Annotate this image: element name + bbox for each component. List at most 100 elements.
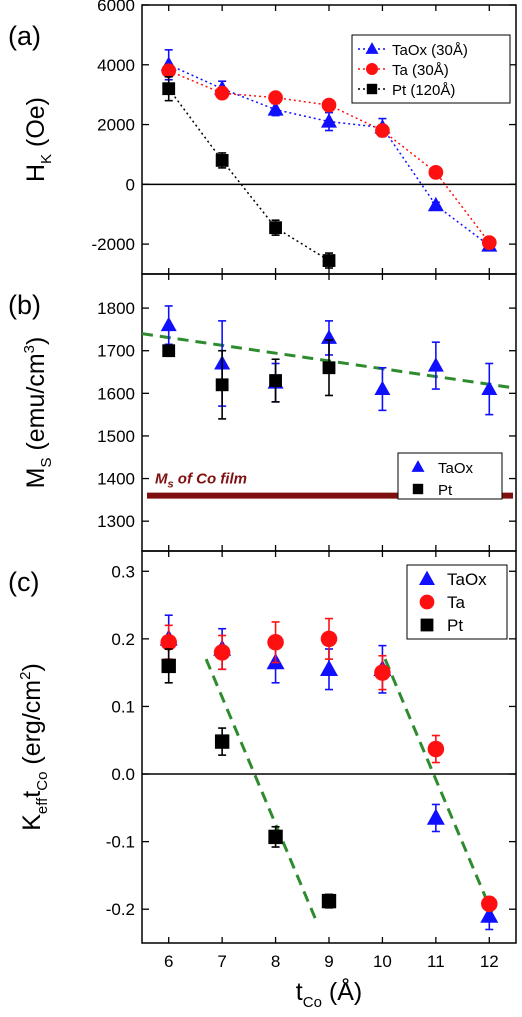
- data-point: [481, 235, 497, 250]
- data-point: [374, 664, 391, 681]
- legend-label: TaOx (30Å): [392, 42, 468, 59]
- y-tick-label: 0.3: [111, 562, 135, 581]
- data-point: [427, 357, 444, 372]
- data-point: [161, 63, 177, 79]
- y-tick-label: 1700: [97, 342, 135, 361]
- legend-label: Pt: [447, 616, 463, 635]
- plot-frame: [141, 273, 517, 552]
- data-point: [481, 895, 498, 913]
- x-tick-label: 8: [271, 952, 280, 971]
- fit-line: [383, 658, 494, 914]
- y-tick-label: 0: [126, 175, 135, 194]
- y-tick-label: 1300: [97, 512, 135, 531]
- data-point: [428, 165, 444, 180]
- x-tick-label: 9: [324, 952, 333, 971]
- data-point: [426, 808, 445, 825]
- data-point: [267, 101, 284, 116]
- series-pt: [161, 648, 337, 909]
- series-taox: [159, 614, 499, 931]
- series-ta: [161, 63, 497, 250]
- y-axis-label: MS (emu/cm3): [21, 337, 55, 489]
- data-point: [160, 316, 177, 332]
- panel-3: -0.2 -0.1 0.0 0.1 0.2 0.3 TaOx Ta Pt (c) KefftCo (…: [8, 550, 517, 1011]
- data-point: [214, 85, 230, 101]
- data-point: [268, 829, 283, 845]
- data-point: [160, 633, 177, 651]
- x-axis-label: tCo (Å): [296, 976, 362, 1011]
- y-tick-label: 0.2: [111, 630, 135, 649]
- series-ta: [160, 617, 498, 913]
- y-tick-label: -2000: [92, 235, 135, 254]
- panel-2: 1300 1400 1500 1600 1700 1800 Ms of Co film TaO…: [8, 273, 517, 552]
- x-tick-label: 12: [480, 952, 499, 971]
- data-point: [215, 378, 229, 392]
- legend-marker: [365, 42, 379, 54]
- data-point: [321, 113, 337, 128]
- data-point: [480, 906, 499, 923]
- y-axis-label: HK (Oe): [22, 97, 55, 182]
- x-tick-label: 10: [373, 952, 392, 971]
- legend-marker: [411, 460, 425, 472]
- y-axis-label: KefftCo (erg/cm2): [17, 663, 51, 831]
- y-tick-label: 1500: [97, 427, 135, 446]
- data-point: [213, 644, 231, 661]
- x-tick-label: 11: [427, 952, 445, 971]
- data-point: [427, 740, 445, 758]
- y-tick-label: 6000: [97, 0, 135, 15]
- legend-marker: [412, 483, 424, 495]
- x-tick-label: 6: [164, 952, 173, 971]
- data-point: [215, 154, 229, 167]
- data-point: [269, 221, 282, 235]
- legend-marker: [419, 594, 435, 610]
- data-point: [320, 659, 338, 677]
- legend-label: Pt (120Å): [392, 82, 455, 99]
- legend: TaOx Pt: [397, 452, 503, 500]
- legend-marker: [366, 83, 378, 95]
- legend-label: Ta: [447, 593, 466, 612]
- legend-label: TaOx: [438, 460, 474, 477]
- data-point: [161, 658, 176, 674]
- y-tick-label: 1800: [97, 299, 135, 318]
- y-tick-label: -0.2: [106, 900, 135, 919]
- data-point: [269, 374, 282, 387]
- panel-1: -2000 0 2000 4000 6000 TaOx (30Å) Ta (30Å) Pt (…: [8, 0, 517, 275]
- y-tick-label: 1600: [97, 384, 135, 403]
- data-point: [321, 893, 337, 909]
- reference-line-label: Ms of Co film: [155, 471, 247, 491]
- y-tick-label: -0.1: [106, 833, 135, 852]
- data-point: [427, 196, 444, 212]
- legend-label: Pt: [438, 482, 453, 499]
- series-line: [168, 88, 330, 262]
- legend: TaOx Ta Pt: [406, 564, 508, 640]
- data-point: [374, 380, 391, 396]
- panel-label: (b): [8, 290, 41, 320]
- legend: TaOx (30Å) Ta (30Å) Pt (120Å): [351, 34, 511, 104]
- data-point: [320, 630, 338, 648]
- data-point: [375, 123, 390, 138]
- data-point: [267, 633, 284, 651]
- data-point: [214, 734, 230, 749]
- panel-label: (c): [8, 567, 39, 597]
- legend-marker: [419, 570, 435, 585]
- data-point: [321, 97, 337, 113]
- data-point: [268, 90, 283, 106]
- fit-line: [204, 658, 318, 920]
- legend-label: TaOx: [447, 570, 487, 589]
- y-tick-label: 4000: [97, 56, 135, 75]
- y-tick-label: 2000: [97, 116, 135, 135]
- y-tick-label: 0.0: [111, 765, 135, 784]
- x-tick-label: 7: [217, 952, 226, 971]
- data-point: [162, 344, 176, 358]
- data-point: [322, 254, 336, 267]
- panel-label: (a): [8, 21, 41, 51]
- data-point: [481, 380, 498, 396]
- legend-marker: [366, 63, 378, 75]
- y-tick-label: 0.1: [111, 697, 135, 716]
- data-point: [322, 361, 336, 375]
- legend-label: Ta (30Å): [392, 62, 449, 79]
- data-point: [162, 82, 176, 96]
- y-tick-label: 1400: [97, 470, 135, 489]
- series-pt: [162, 75, 336, 269]
- series-pt: [162, 339, 336, 420]
